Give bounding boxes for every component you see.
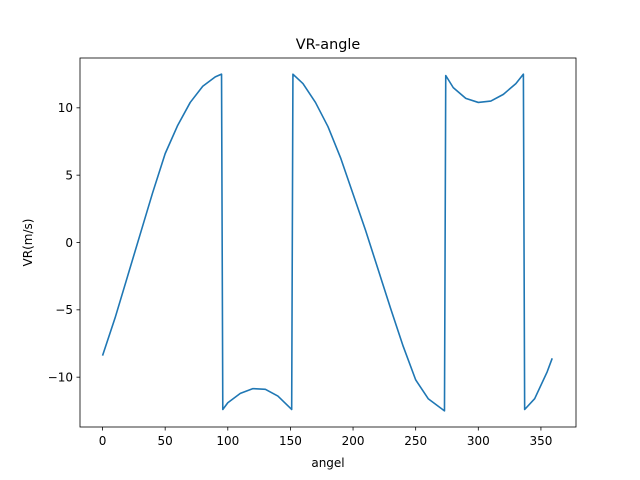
x-tick-label: 0 <box>99 434 107 448</box>
y-tick-label: 5 <box>65 168 73 182</box>
plot-series <box>101 73 553 412</box>
series-line <box>101 73 553 412</box>
y-axis-ticks: −10 −5 0 5 10 <box>48 101 80 384</box>
x-tick-label: 350 <box>529 434 552 448</box>
plot-frame <box>79 57 577 428</box>
x-tick-label: 150 <box>279 434 302 448</box>
x-axis-label: angel <box>311 456 344 470</box>
x-tick-label: 50 <box>158 434 173 448</box>
y-axis-label: VR(m/s) <box>21 219 35 267</box>
y-tick-label: 0 <box>65 236 73 250</box>
x-tick-label: 300 <box>467 434 490 448</box>
y-tick-label: −10 <box>48 370 73 384</box>
x-axis-ticks: 0 50 100 150 200 250 300 350 <box>99 427 552 448</box>
y-tick-label: 10 <box>58 101 73 115</box>
x-tick-label: 200 <box>342 434 365 448</box>
y-tick-label: −5 <box>55 303 73 317</box>
chart-title: VR-angle <box>296 37 361 53</box>
x-tick-label: 250 <box>404 434 427 448</box>
x-tick-label: 100 <box>216 434 239 448</box>
